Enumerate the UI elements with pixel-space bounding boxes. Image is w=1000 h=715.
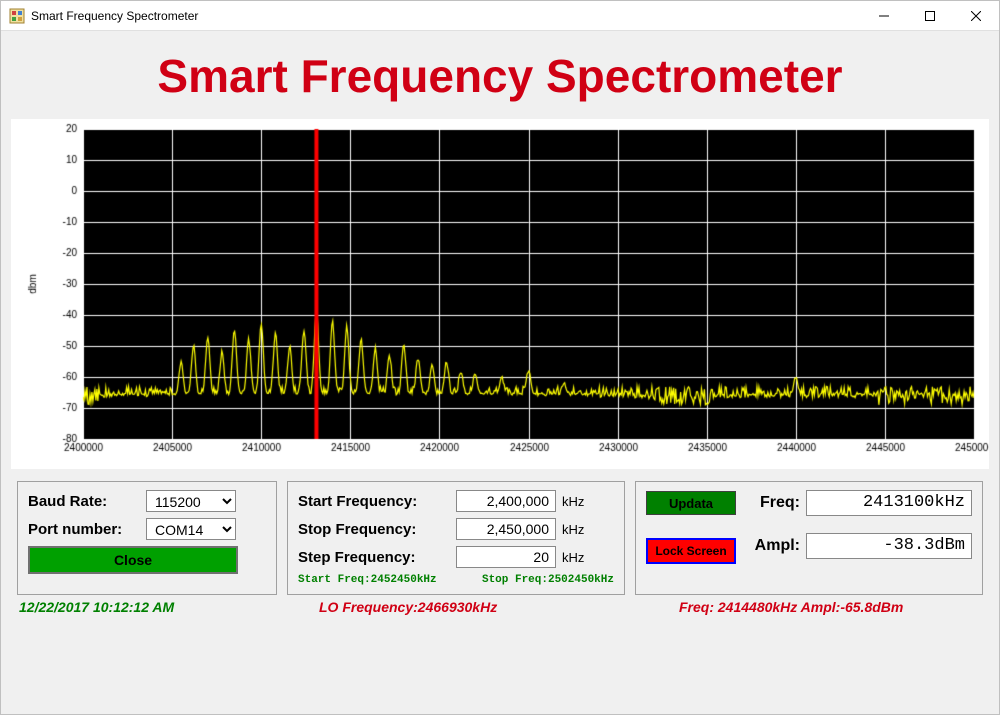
app-window: Smart Frequency Spectrometer Smart Frequ… — [0, 0, 1000, 715]
baud-rate-label: Baud Rate: — [28, 493, 138, 510]
frequency-panel: Start Frequency: kHz Stop Frequency: kHz… — [287, 481, 625, 595]
scan-stop-status: Stop Freq:2502450kHz — [482, 574, 614, 586]
stop-freq-unit: kHz — [562, 522, 584, 537]
marker-ampl-value: -38.3dBm — [806, 533, 972, 559]
control-panels: Baud Rate: 115200 Port number: COM14 Clo… — [1, 481, 999, 595]
close-window-button[interactable] — [953, 1, 999, 31]
lock-screen-button[interactable]: Lock Screen — [646, 538, 736, 564]
titlebar: Smart Frequency Spectrometer — [1, 1, 999, 31]
lock-screen-label: Lock Screen — [655, 544, 726, 558]
start-freq-label: Start Frequency: — [298, 493, 448, 510]
step-freq-label: Step Frequency: — [298, 549, 448, 566]
minimize-button[interactable] — [861, 1, 907, 31]
status-lo-freq: LO Frequency:2466930kHz — [319, 599, 639, 615]
action-panel: Updata Freq: 2413100kHz Lock Screen Ampl… — [635, 481, 983, 595]
step-freq-unit: kHz — [562, 550, 584, 565]
update-button[interactable]: Updata — [646, 491, 736, 515]
port-panel: Baud Rate: 115200 Port number: COM14 Clo… — [17, 481, 277, 595]
marker-freq-value: 2413100kHz — [806, 490, 972, 516]
client-area: Smart Frequency Spectrometer Baud Rate: … — [1, 31, 999, 714]
step-freq-input[interactable] — [456, 546, 556, 568]
close-port-label: Close — [114, 552, 152, 568]
scan-start-status: Start Freq:2452450kHz — [298, 574, 437, 586]
start-freq-unit: kHz — [562, 494, 584, 509]
start-freq-input[interactable] — [456, 490, 556, 512]
marker-freq-label: Freq: — [746, 494, 806, 512]
titlebar-buttons — [861, 1, 999, 31]
baud-rate-select[interactable]: 115200 — [146, 490, 236, 512]
status-timestamp: 12/22/2017 10:12:12 AM — [19, 599, 319, 615]
stop-freq-label: Stop Frequency: — [298, 521, 448, 538]
status-cursor: Freq: 2414480kHz Ampl:-65.8dBm — [639, 599, 981, 615]
stop-freq-input[interactable] — [456, 518, 556, 540]
page-title: Smart Frequency Spectrometer — [1, 31, 999, 119]
maximize-button[interactable] — [907, 1, 953, 31]
marker-ampl-label: Ampl: — [746, 537, 806, 555]
close-port-button[interactable]: Close — [28, 546, 238, 574]
spectrum-chart[interactable] — [11, 119, 989, 469]
port-number-select[interactable]: COM14 — [146, 518, 236, 540]
statusbar: 12/22/2017 10:12:12 AM LO Frequency:2466… — [1, 595, 999, 617]
window-title: Smart Frequency Spectrometer — [31, 9, 861, 23]
update-button-label: Updata — [669, 496, 713, 511]
port-number-label: Port number: — [28, 521, 138, 538]
app-icon — [9, 8, 25, 24]
